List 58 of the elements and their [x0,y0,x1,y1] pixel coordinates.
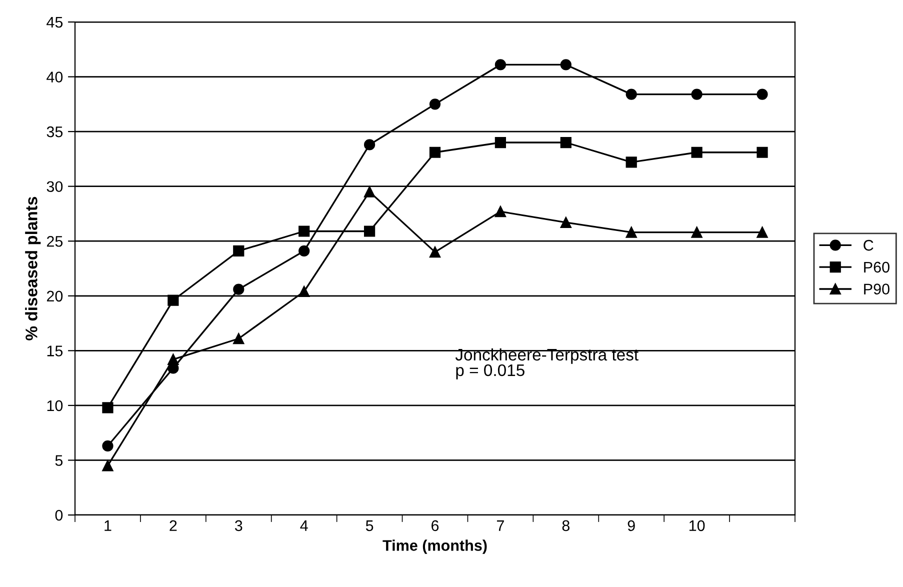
point [298,286,310,298]
y-axis-title: % diseased plants [25,196,41,340]
x-tick-label: 1 [104,520,112,531]
x-tick-label: 10 [689,520,705,532]
x-axis-title: Time (months) [382,540,487,554]
point [756,226,768,238]
point [691,226,702,238]
x-tick-label: 4 [300,520,308,531]
y-tick-label: 45 [46,17,63,28]
x-tick-label: 5 [366,520,374,532]
point [429,246,441,258]
point [494,206,506,218]
point [626,156,637,168]
y-tick-label: 25 [46,236,63,247]
point [233,284,244,295]
y-tick-label: 30 [46,181,63,192]
y-tick-label: 0 [55,510,63,521]
x-tick-label: 8 [562,520,570,532]
point [168,354,179,365]
point [691,146,702,158]
point [756,88,768,100]
point [168,294,179,306]
point [298,226,310,237]
point [560,136,572,148]
point [298,245,310,257]
annotation: Jonckheere-Terpstra test p = 0.015 [455,348,638,380]
x-tick-label: 9 [628,520,635,532]
point [626,226,637,238]
point [102,440,114,452]
point [691,88,702,100]
point [494,136,506,148]
x-tick-label: 6 [432,520,439,532]
y-tick-label: 10 [47,400,63,412]
point [494,59,506,70]
point [102,402,114,414]
point [429,98,441,110]
point [756,146,768,158]
point [626,88,637,100]
point [560,216,572,228]
y-tick-label: 35 [46,126,63,138]
x-tick-label: 3 [234,520,242,532]
legend-label: P60 [864,262,890,273]
legend-label: C [864,240,874,251]
y-tick-label: 40 [46,72,63,82]
point [560,59,572,70]
legend-label: P90 [864,284,890,294]
point [364,139,376,150]
y-tick-label: 15 [47,346,63,356]
point [233,245,244,257]
point [364,226,376,237]
x-tick-label: 2 [170,520,177,531]
point [429,146,441,158]
y-tick-label: 5 [55,455,63,466]
point [233,333,244,344]
x-tick-label: 7 [496,520,504,531]
point [364,186,376,198]
point [102,460,114,472]
y-tick-label: 20 [46,290,63,302]
